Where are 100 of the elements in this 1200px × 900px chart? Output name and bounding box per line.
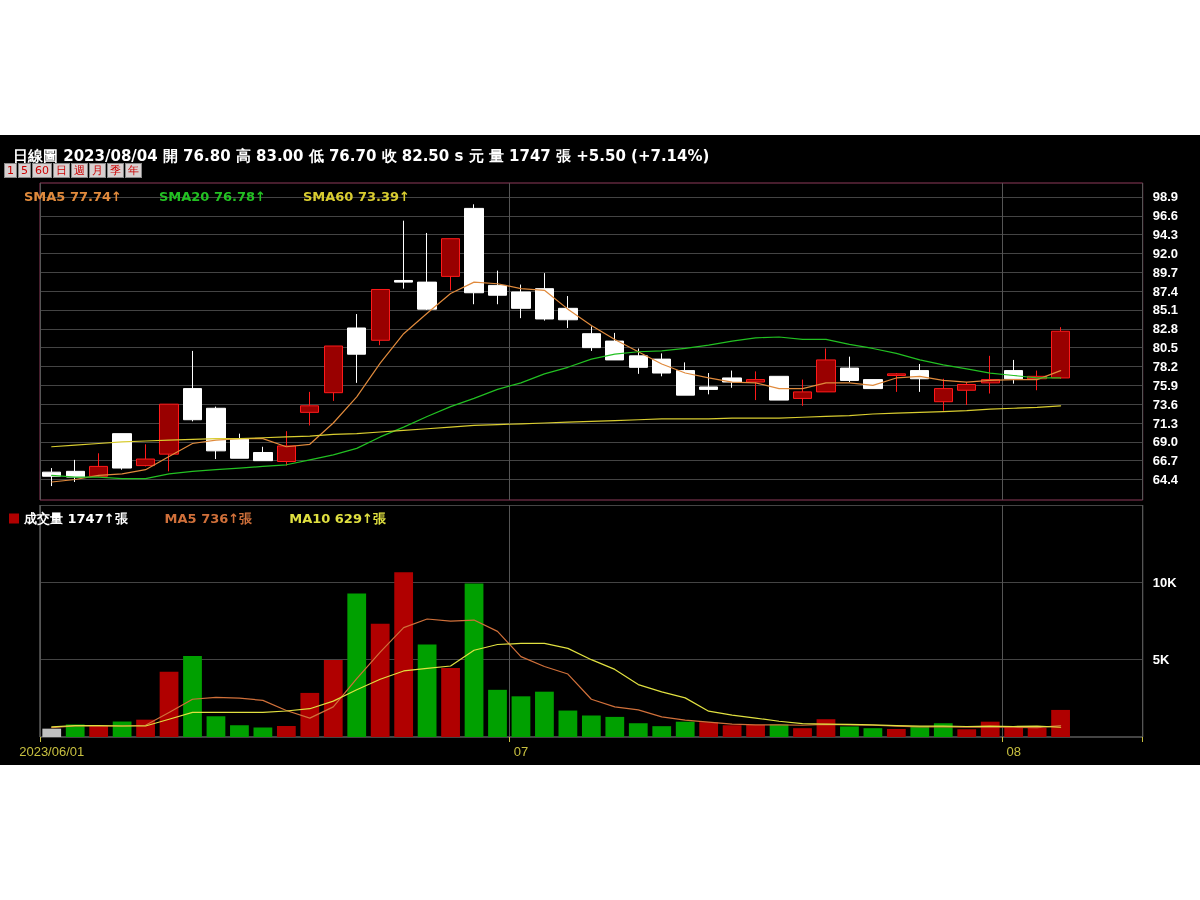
text: SMA20 76.78↑ [158,189,266,204]
bar [300,692,320,737]
y-tick-label: 64.4 [1152,472,1179,488]
y-tick-label: 85.1 [1152,302,1179,318]
bar [957,729,977,737]
candlestick [582,325,601,352]
bar [183,655,202,737]
bar [323,659,343,737]
bar [1027,727,1047,737]
x-tick-label: 08 [1006,744,1021,759]
period-button: 60 [32,163,52,178]
y-tick-label: 92.0 [1152,245,1179,261]
candlestick [112,433,132,471]
candlestick [206,406,226,460]
bar [206,716,226,737]
bar [511,696,531,737]
y-tick-label: 98.9 [1152,189,1179,205]
line-series [51,642,1062,728]
candlestick [629,347,648,375]
y-tick-label: 71.3 [1152,415,1179,431]
period-button: 週 [71,163,88,178]
line-series [51,618,1062,729]
candlestick [676,361,695,396]
y-tick-label: 96.6 [1152,208,1179,224]
y-tick-label: 73.6 [1152,396,1179,412]
bar [276,726,296,737]
bar [699,722,719,737]
period-button: 5 [18,163,31,178]
x-tick-label: 07 [513,744,529,759]
text: SMA5 77.74↑ [24,189,122,204]
text: MA5 736↑張 [164,511,254,526]
bar [488,689,507,737]
text: MA10 629↑張 [289,511,387,526]
bar [722,725,742,737]
bar [253,727,273,737]
bar [347,593,367,737]
y-tick-label: 82.8 [1152,321,1179,337]
bar [628,723,648,737]
candlestick [324,345,343,402]
candlestick [511,284,531,319]
candlestick [371,288,390,346]
y-tick-label: 78.2 [1152,358,1179,374]
y-tick-label: 69.0 [1152,434,1179,450]
bar [464,583,484,737]
bar [441,668,460,737]
candlestick [277,430,296,467]
period-button: 月 [89,163,106,178]
bar [535,691,554,737]
candlestick [746,370,765,401]
x-tick-label: 2023/06/01 [19,744,85,759]
bar [675,721,695,737]
y-tick-label: 94.3 [1152,227,1179,243]
line-series [51,405,1062,448]
candlestick [488,270,507,305]
candlestick [652,352,671,377]
candlestick [769,375,789,401]
candlestick [347,313,366,384]
bar [605,716,625,737]
candlestick [816,347,836,393]
candlestick [464,203,484,305]
candlestick [253,446,273,462]
candlestick [934,378,953,412]
candlestick [300,391,319,426]
bar [1004,726,1024,737]
candlestick [183,350,202,422]
bar [230,725,249,737]
candlestick [887,372,906,393]
candlestick [136,443,155,467]
period-button: 日 [53,163,70,178]
candlestick [159,403,179,472]
candlestick [840,356,859,383]
line-series [51,281,1062,483]
bar [89,726,109,737]
y-tick-label: 87.4 [1152,283,1179,299]
candlestick [605,332,624,361]
bar [417,644,437,737]
bar [840,726,859,737]
chart-title: 日線圖 2023/08/04 開 76.80 高 83.00 低 76.70 收 82.50 s 元 量 1747 張 +5.50 (+7.14%) [13,146,710,165]
y-tick-label: 5K [1152,652,1170,668]
y-tick-label: 89.7 [1152,264,1179,280]
legend-label: 成交量 1747↑張 [23,511,129,526]
period-button: 季 [107,163,124,178]
bar [652,726,672,737]
y-tick-label: 75.9 [1152,377,1179,393]
bar [394,572,414,737]
bar [863,728,883,737]
candlestick [793,379,812,407]
candlestick [1051,326,1070,380]
candlestick [230,433,249,459]
candlestick [535,272,554,322]
bar [793,728,812,737]
y-tick-label: 10K [1152,574,1178,590]
bar [159,671,179,737]
period-button: 1 [4,163,17,178]
text: SMA60 73.39↑ [302,189,410,204]
y-tick-label: 66.7 [1152,453,1179,469]
bar [558,710,578,737]
y-tick-label: 80.5 [1152,340,1179,356]
bar [370,623,390,737]
bar [42,728,62,737]
